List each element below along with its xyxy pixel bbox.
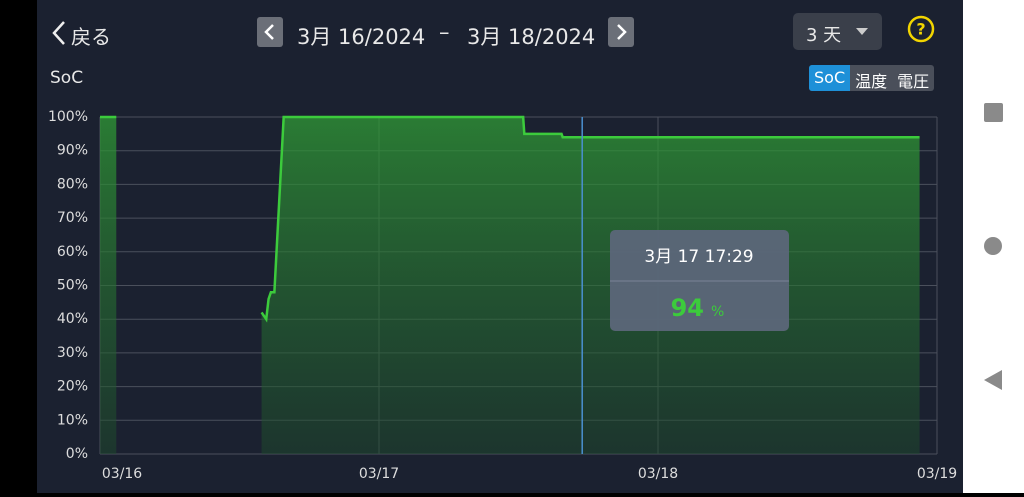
tooltip: 3月 17 17:29 94% [610, 230, 789, 331]
svg-text:?: ? [916, 20, 925, 39]
y-tick-label: 20% [57, 379, 88, 395]
back-button[interactable] [984, 370, 1002, 390]
x-tick-label: 03/16 [102, 466, 142, 482]
separator: – [439, 20, 450, 44]
y-label: SoC [50, 68, 84, 88]
y-tick-label: 50% [57, 278, 88, 294]
date-from: 3月 16/2024 [297, 25, 426, 49]
nav-bar [963, 0, 1024, 493]
next-button[interactable] [608, 17, 634, 47]
help[interactable]: ? [906, 14, 936, 44]
chart: 0% 10% 20% 30% 40% 50% 60% 70% 80% 90% 100% 03/16 03… [48, 109, 957, 482]
recents-button[interactable] [984, 103, 1003, 122]
y-tick-label: 90% [57, 143, 88, 159]
tab[interactable]: SoC [809, 65, 851, 91]
y-tick-label: 0% [66, 446, 88, 462]
back-icon[interactable] [51, 20, 67, 46]
tooltip-value: 94 [671, 294, 704, 322]
back[interactable]: 戻る [71, 25, 111, 49]
tabs: SoC 温度 電圧 [809, 65, 935, 91]
y-tick-label: 40% [57, 311, 88, 327]
area [100, 117, 920, 454]
y-tick-label: 30% [57, 345, 88, 361]
y-tick-label: 60% [57, 244, 88, 260]
x-tick-label: 03/19 [917, 466, 957, 482]
range-dropdown[interactable]: 3 天 [793, 13, 882, 50]
y-tick-label: 70% [57, 210, 88, 226]
x-tick-label: 03/17 [359, 466, 399, 482]
home-button[interactable] [984, 237, 1002, 255]
tooltip-time: 3月 17 17:29 [644, 247, 753, 267]
prev-button[interactable] [257, 17, 283, 47]
x-tick-label: 03/18 [638, 466, 678, 482]
tooltip-unit: % [711, 304, 724, 320]
y-tick-label: 80% [57, 176, 88, 192]
y-tick-label: 10% [57, 412, 88, 428]
date-to: 3月 18/2024 [467, 25, 596, 49]
y-tick-label: 100% [48, 109, 88, 125]
tab[interactable]: 電圧 [897, 72, 930, 91]
tab[interactable]: 温度 [855, 72, 888, 91]
range: 3 天 [806, 25, 842, 46]
line [100, 115, 920, 323]
